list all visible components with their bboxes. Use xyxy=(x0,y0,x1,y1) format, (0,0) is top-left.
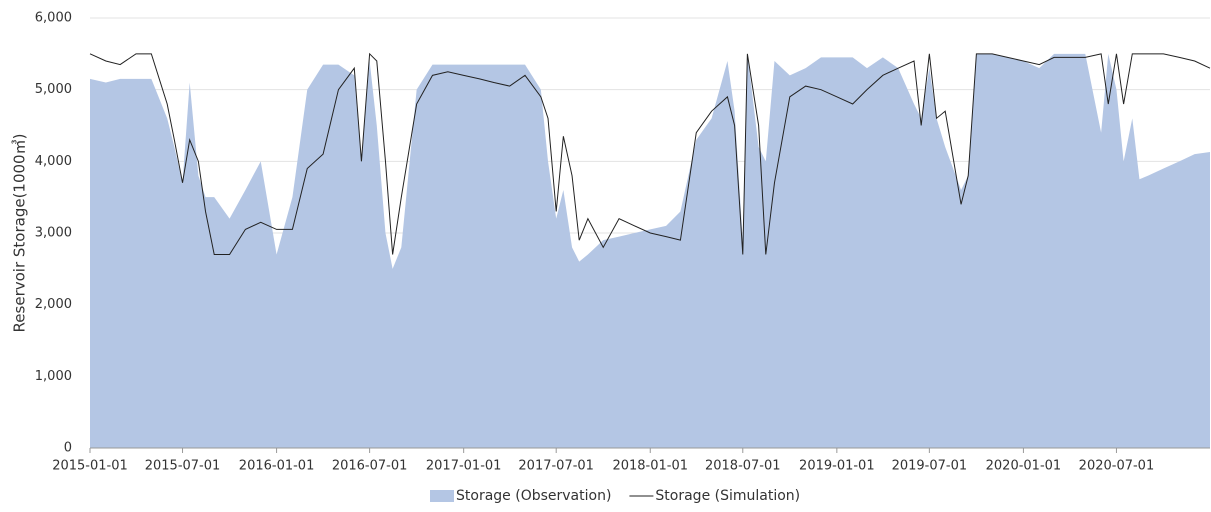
x-tick-label: 2018-01-01 xyxy=(612,459,688,474)
y-tick-label: 3,000 xyxy=(35,226,72,241)
x-tick-label: 2019-01-01 xyxy=(799,459,875,474)
legend-swatch xyxy=(430,490,454,502)
y-tick-label: 5,000 xyxy=(35,82,72,97)
x-tick-label: 2016-01-01 xyxy=(239,459,315,474)
x-tick-label: 2015-07-01 xyxy=(145,459,221,474)
x-tick-label: 2016-07-01 xyxy=(332,459,408,474)
x-tick-label: 2017-01-01 xyxy=(426,459,502,474)
y-tick-label: 4,000 xyxy=(35,154,72,169)
y-tick-label: 0 xyxy=(64,441,72,456)
x-tick-label: 2020-07-01 xyxy=(1079,459,1155,474)
y-axis-label: Reservoir Storage(1000㎥) xyxy=(11,134,29,333)
x-tick-label: 2018-07-01 xyxy=(705,459,781,474)
line xyxy=(89,52,1211,255)
x-tick-label: 2015-01-01 xyxy=(52,459,128,474)
y-tick-label: 1,000 xyxy=(35,369,72,384)
y-tick-label: 2,000 xyxy=(35,297,72,312)
area xyxy=(90,53,1210,448)
x-tick-label: 2019-07-01 xyxy=(892,459,968,474)
legend-label: Storage (Simulation) xyxy=(655,488,800,504)
y-tick-label: 6,000 xyxy=(35,11,72,26)
x-tick-label: 2020-01-01 xyxy=(986,459,1062,474)
legend-label: Storage (Observation) xyxy=(456,488,611,504)
x-tick-label: 2017-07-01 xyxy=(518,459,594,474)
